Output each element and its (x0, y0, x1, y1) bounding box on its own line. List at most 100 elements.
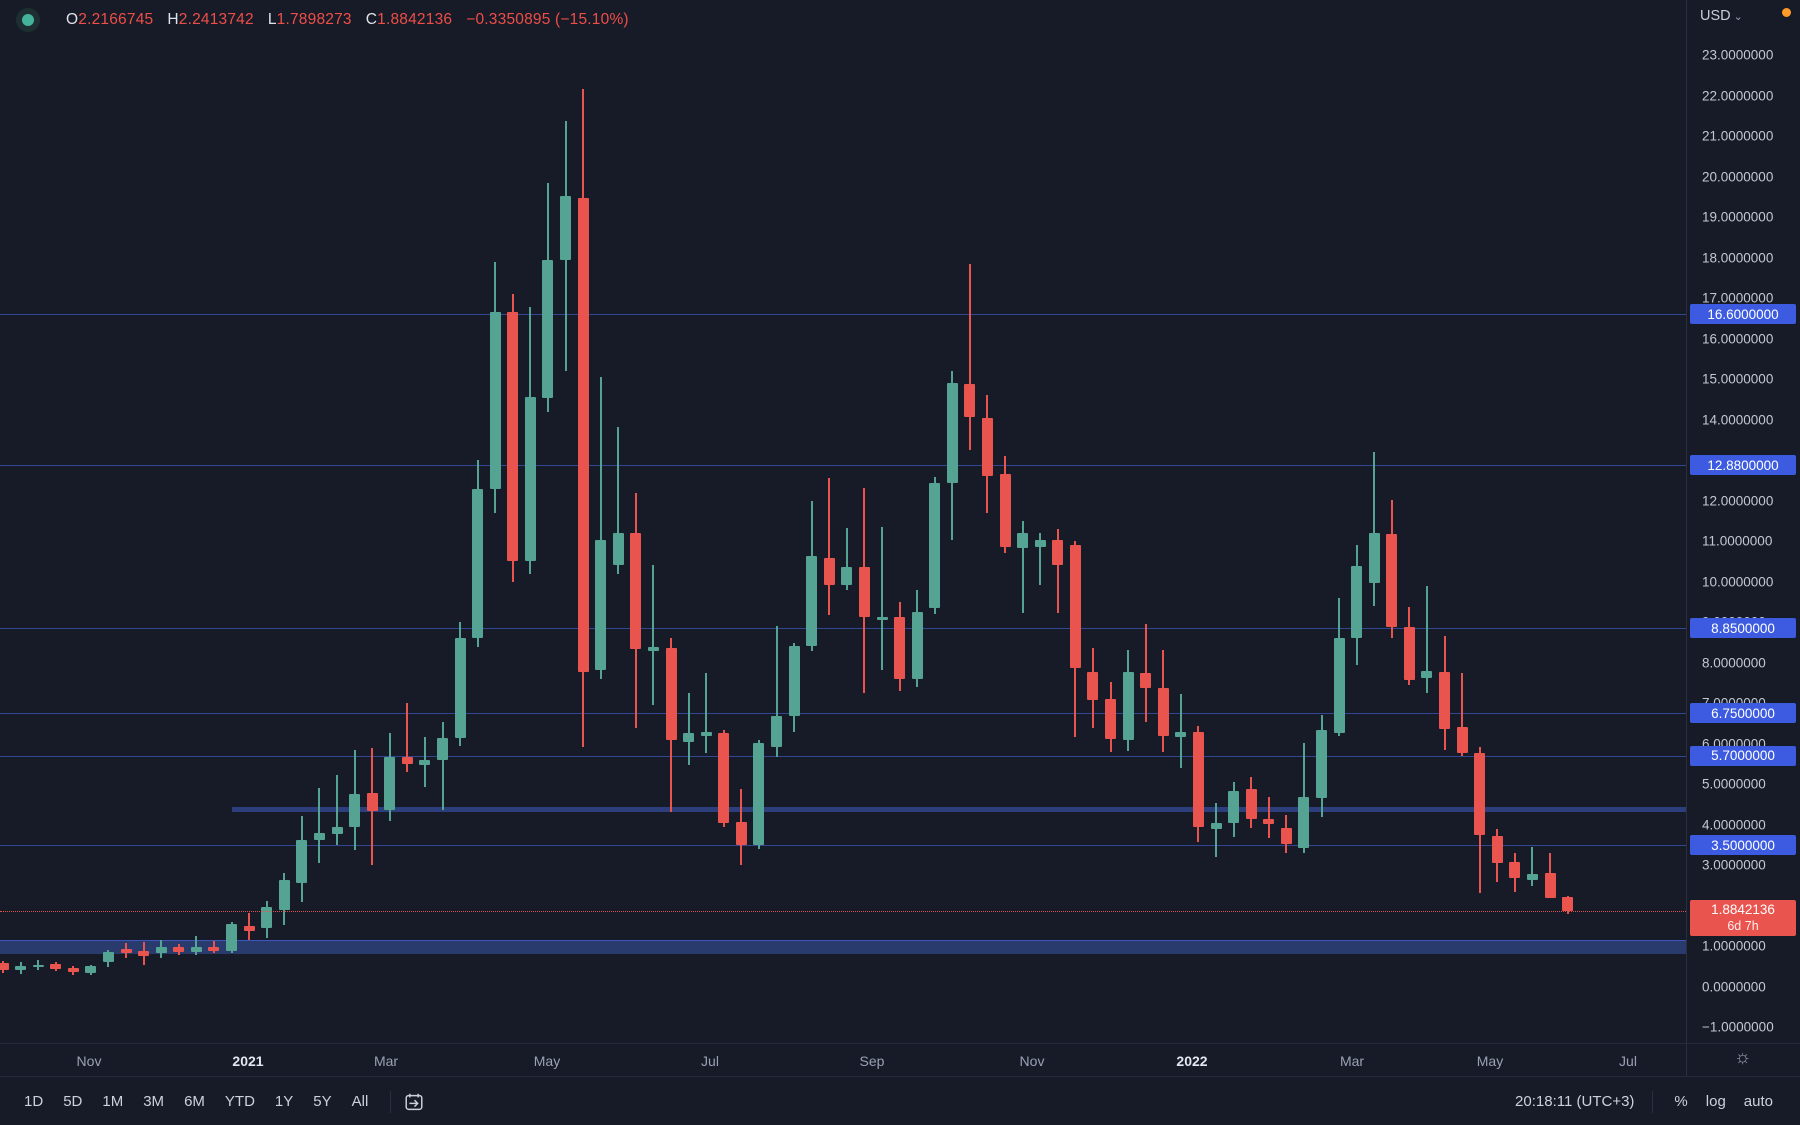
candle-wick (441, 721, 444, 810)
range-button-1m[interactable]: 1M (102, 1093, 124, 1110)
candle (1157, 687, 1169, 736)
currency-selector[interactable]: USD ⌄ (1700, 8, 1743, 24)
candle-wick (705, 672, 708, 753)
candle (1122, 671, 1134, 740)
candle (1087, 671, 1099, 700)
candle (1192, 731, 1204, 827)
time-label-month: Nov (76, 1052, 102, 1069)
price-tick-label: 3.0000000 (1702, 857, 1766, 873)
price-alert-badge[interactable]: 16.6000000 (1690, 304, 1796, 325)
candle-wick (1461, 672, 1464, 756)
candle (1544, 873, 1556, 898)
time-label-month: Mar (373, 1052, 399, 1069)
candle (1034, 539, 1046, 547)
range-button-1d[interactable]: 1D (24, 1093, 44, 1110)
candle (981, 417, 993, 476)
axis-separator (1686, 1043, 1687, 1076)
time-label-month: May (1476, 1052, 1504, 1069)
last-price-badge[interactable]: 1.8842136 6d 7h (1690, 899, 1796, 936)
price-alert-line[interactable] (0, 755, 1686, 757)
range-button-5y[interactable]: 5Y (313, 1093, 332, 1110)
candle (1298, 796, 1310, 848)
price-alert-line[interactable] (0, 845, 1686, 847)
drawn-price-band[interactable] (0, 939, 1686, 954)
candle (612, 532, 624, 565)
go-to-date-button[interactable] (403, 1091, 425, 1113)
candle (313, 832, 325, 840)
candle-wick (1056, 529, 1059, 613)
bar-countdown: 6d 7h (1727, 918, 1759, 933)
symbol-logo-icon[interactable] (16, 8, 40, 32)
candle-wick (212, 940, 215, 953)
time-label-month: Mar (1339, 1052, 1365, 1069)
candle (806, 555, 818, 646)
candle (683, 732, 695, 742)
range-button-3m[interactable]: 3M (143, 1093, 165, 1110)
low-label: L (267, 11, 277, 28)
candle (1316, 729, 1327, 798)
log-scale-toggle[interactable]: log (1705, 1093, 1726, 1110)
price-tick-label: 15.0000000 (1702, 371, 1774, 387)
calendar-arrow-icon (405, 1093, 423, 1110)
candle (1491, 835, 1503, 863)
candle-wick (652, 564, 655, 705)
auto-scale-toggle[interactable]: auto (1743, 1093, 1773, 1110)
scale-settings-icon[interactable]: ☼ (1734, 1047, 1752, 1068)
candle (155, 946, 167, 953)
price-tick-label: 14.0000000 (1702, 412, 1774, 428)
price-alert-line[interactable] (0, 314, 1686, 316)
percent-scale-toggle[interactable]: % (1674, 1093, 1688, 1110)
price-alert-badge[interactable]: 5.7000000 (1690, 745, 1796, 766)
candle (665, 647, 677, 740)
drawn-horizontal-line[interactable] (232, 807, 1686, 813)
candle (85, 965, 97, 973)
price-alert-line[interactable] (0, 628, 1686, 630)
candle (261, 906, 273, 928)
chart-plot-area[interactable] (0, 0, 1686, 1043)
open-value: 2.2166745 (78, 11, 154, 28)
price-alert-badge[interactable]: 3.5000000 (1690, 835, 1796, 856)
range-button-5d[interactable]: 5D (63, 1093, 83, 1110)
time-label-year: 2022 (1176, 1052, 1208, 1069)
price-tick-label: 12.0000000 (1702, 493, 1774, 509)
notification-dot-icon (1782, 8, 1791, 17)
candle-wick (1215, 802, 1218, 857)
candle (542, 259, 554, 398)
toolbar-divider (1652, 1090, 1654, 1113)
price-tick-label: 18.0000000 (1702, 250, 1774, 266)
range-button-1y[interactable]: 1Y (274, 1093, 294, 1110)
range-button-ytd[interactable]: YTD (224, 1093, 255, 1110)
candle (67, 967, 79, 972)
candle-wick (828, 477, 831, 615)
toolbar-divider (390, 1090, 392, 1113)
clock[interactable]: 20:18:11 (UTC+3) (1515, 1093, 1635, 1110)
range-button-all[interactable]: All (351, 1093, 369, 1110)
candle (1439, 671, 1451, 729)
candle (296, 839, 308, 883)
candle (1421, 670, 1433, 678)
candle-wick (968, 264, 971, 450)
bottom-toolbar: 1D 5D 1M 3M 6M YTD 1Y 5Y All 20:18:11 (UTC+3) % … (0, 1076, 1800, 1125)
candle (1368, 532, 1380, 583)
candle (1386, 533, 1398, 627)
candle-wick (1039, 533, 1042, 585)
time-label-month: Jul (701, 1052, 719, 1069)
candle-wick (37, 959, 40, 970)
price-alert-badge[interactable]: 12.8800000 (1690, 455, 1796, 476)
price-axis[interactable]: 23.0000000 22.0000000 21.0000000 20.0000000… (1686, 0, 1800, 1076)
candle (876, 616, 888, 621)
price-alert-line[interactable] (0, 465, 1686, 467)
last-price-value: 1.8842136 (1711, 901, 1775, 917)
close-value: 1.8842136 (377, 11, 453, 28)
price-alert-badge[interactable]: 6.7500000 (1690, 703, 1796, 724)
price-alert-badge[interactable]: 8.8500000 (1690, 618, 1796, 639)
range-button-6m[interactable]: 6M (184, 1093, 205, 1110)
candle (1509, 861, 1521, 878)
candle (331, 826, 343, 834)
high-label: H (167, 11, 179, 28)
price-alert-line[interactable] (0, 713, 1686, 715)
price-tick-label: 8.0000000 (1702, 655, 1766, 671)
candle (911, 611, 923, 680)
candle (1263, 818, 1275, 825)
time-axis[interactable]: Nov 2021 Mar May Jul Sep Nov 2022 Mar May Jul (0, 1043, 1800, 1077)
